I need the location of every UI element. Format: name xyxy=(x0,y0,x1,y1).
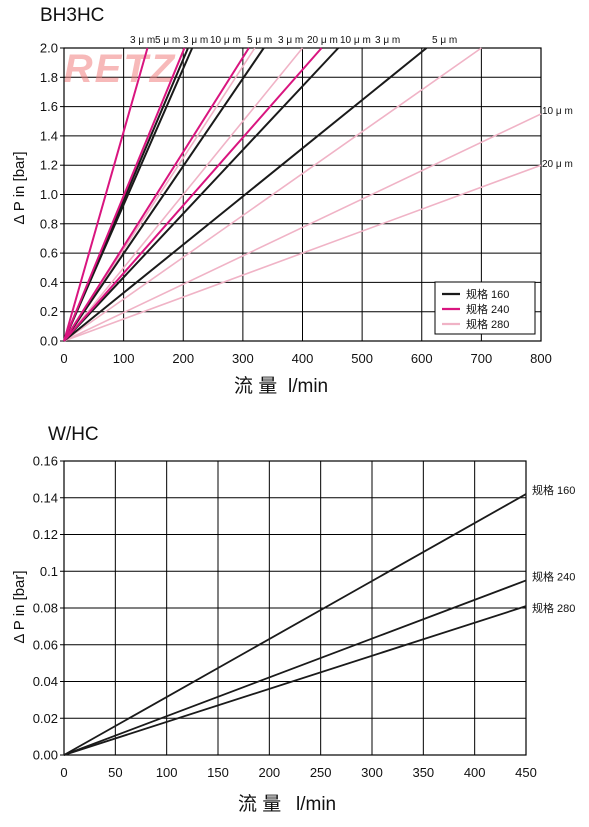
y-tick-label: 1.4 xyxy=(40,128,58,143)
y-axis-label: Δ P in [bar] xyxy=(11,151,28,224)
chart-title: W/HC xyxy=(48,424,99,445)
series-line xyxy=(63,47,250,342)
y-tick-label: 0.1 xyxy=(40,564,58,579)
x-tick-label: 150 xyxy=(207,765,229,780)
y-tick-label: 1.8 xyxy=(40,70,58,85)
y-tick-label: 1.0 xyxy=(40,187,58,202)
series-line xyxy=(63,47,186,342)
x-tick-label: 200 xyxy=(258,765,280,780)
x-tick-label: 300 xyxy=(361,765,383,780)
x-tick-label: 50 xyxy=(108,765,122,780)
y-tick-labels: 0.0 0.2 0.4 0.6 0.8 1.0 1.2 1.4 1.6 1.8 2.0 xyxy=(40,41,58,349)
y-tick-label: 0.4 xyxy=(40,275,58,290)
series-line xyxy=(63,47,482,342)
series-line xyxy=(63,47,323,342)
x-tick-label: 100 xyxy=(156,765,178,780)
y-tick-label: 0.8 xyxy=(40,216,58,231)
top-line-label: 20 μ m xyxy=(307,35,338,46)
x-axis-label-main: 流 量 xyxy=(234,375,277,397)
x-axis-label-main: 流 量 xyxy=(238,793,281,815)
x-tick-label: 500 xyxy=(351,351,373,366)
watermark: RETZ xyxy=(64,47,176,91)
top-line-label: 3 μ m xyxy=(278,35,303,46)
x-tick-label: 400 xyxy=(292,351,314,366)
x-tick-label: 0 xyxy=(60,351,67,366)
series-line xyxy=(63,164,542,342)
y-tick-label: 1.6 xyxy=(40,99,58,114)
series-end-label: 规格 240 xyxy=(532,569,575,583)
series-line xyxy=(63,47,304,342)
top-line-label: 3 μ m xyxy=(130,35,155,46)
x-tick-labels: 0 100 200 300 400 500 600 700 800 xyxy=(60,351,551,366)
legend-label: 规格 280 xyxy=(466,317,509,331)
top-line-label: 5 μ m xyxy=(155,35,180,46)
y-tick-label: 0.0 xyxy=(40,334,58,349)
y-tick-label: 0.2 xyxy=(40,304,58,319)
series-end-label: 规格 160 xyxy=(532,483,575,497)
x-tick-label: 350 xyxy=(412,765,434,780)
plot-frame xyxy=(63,460,527,756)
y-tick-label: 2.0 xyxy=(40,41,58,56)
y-tick-label: 0.08 xyxy=(33,601,58,616)
grid xyxy=(60,460,527,756)
series-line xyxy=(63,47,265,342)
series-line xyxy=(63,579,527,756)
y-tick-label: 0.12 xyxy=(33,527,58,542)
series-line xyxy=(63,47,194,342)
y-axis-label: Δ P in [bar] xyxy=(11,570,28,643)
x-tick-label: 800 xyxy=(530,351,552,366)
side-line-label: 20 μ m xyxy=(542,159,573,170)
x-tick-label: 600 xyxy=(411,351,433,366)
series-end-labels: 规格 160 规格 240 规格 280 xyxy=(532,483,575,615)
series-lines xyxy=(63,47,542,342)
series-line xyxy=(63,113,542,342)
x-tick-label: 450 xyxy=(515,765,537,780)
y-tick-label: 0.16 xyxy=(33,454,58,469)
x-tick-label: 250 xyxy=(310,765,332,780)
series-line xyxy=(63,47,428,342)
legend-label: 规格 240 xyxy=(466,302,509,316)
x-tick-label: 700 xyxy=(471,351,493,366)
x-axis-label-unit: l/min xyxy=(296,794,336,815)
y-tick-label: 0.04 xyxy=(33,674,58,689)
y-tick-label: 0.00 xyxy=(33,748,58,763)
y-tick-label: 0.14 xyxy=(33,490,58,505)
top-line-label: 5 μ m xyxy=(432,35,457,46)
y-tick-label: 0.6 xyxy=(40,246,58,261)
y-tick-label: 1.2 xyxy=(40,158,58,173)
x-tick-labels: 0 50 100 150 200 250 300 350 400 450 xyxy=(60,765,536,780)
top-line-label: 10 μ m xyxy=(340,35,371,46)
y-tick-labels: 0.00 0.02 0.04 0.06 0.08 0.1 0.12 0.14 0.16 xyxy=(33,454,58,763)
series-line xyxy=(63,605,527,756)
series-line xyxy=(63,47,149,342)
side-line-label: 10 μ m xyxy=(542,106,573,117)
series-line xyxy=(63,493,527,756)
series-line xyxy=(63,47,340,342)
x-tick-label: 300 xyxy=(232,351,254,366)
chart-whc: W/HC 0 50 100 150 200 250 300 350 400 450 0.000.0… xyxy=(11,424,575,815)
series-lines xyxy=(63,493,527,756)
x-tick-label: 400 xyxy=(464,765,486,780)
y-tick-label: 0.06 xyxy=(33,637,58,652)
series-end-label: 规格 280 xyxy=(532,601,575,615)
top-line-label: 3 μ m xyxy=(375,35,400,46)
chart-bh3hc: BH3HC RETZ 0 100 200 300 400 500 600 700 800 0.0… xyxy=(11,5,573,397)
x-axis-label-unit: l/min xyxy=(288,376,328,397)
x-tick-label: 200 xyxy=(172,351,194,366)
x-tick-label: 0 xyxy=(60,765,67,780)
top-line-label: 3 μ m xyxy=(183,35,208,46)
top-line-label: 10 μ m xyxy=(210,35,241,46)
chart-title: BH3HC xyxy=(40,5,104,26)
side-line-labels: 10 μ m 20 μ m xyxy=(542,106,573,170)
y-tick-label: 0.02 xyxy=(33,711,58,726)
x-tick-label: 100 xyxy=(113,351,135,366)
top-line-label: 5 μ m xyxy=(247,35,272,46)
legend-label: 规格 160 xyxy=(466,287,509,301)
